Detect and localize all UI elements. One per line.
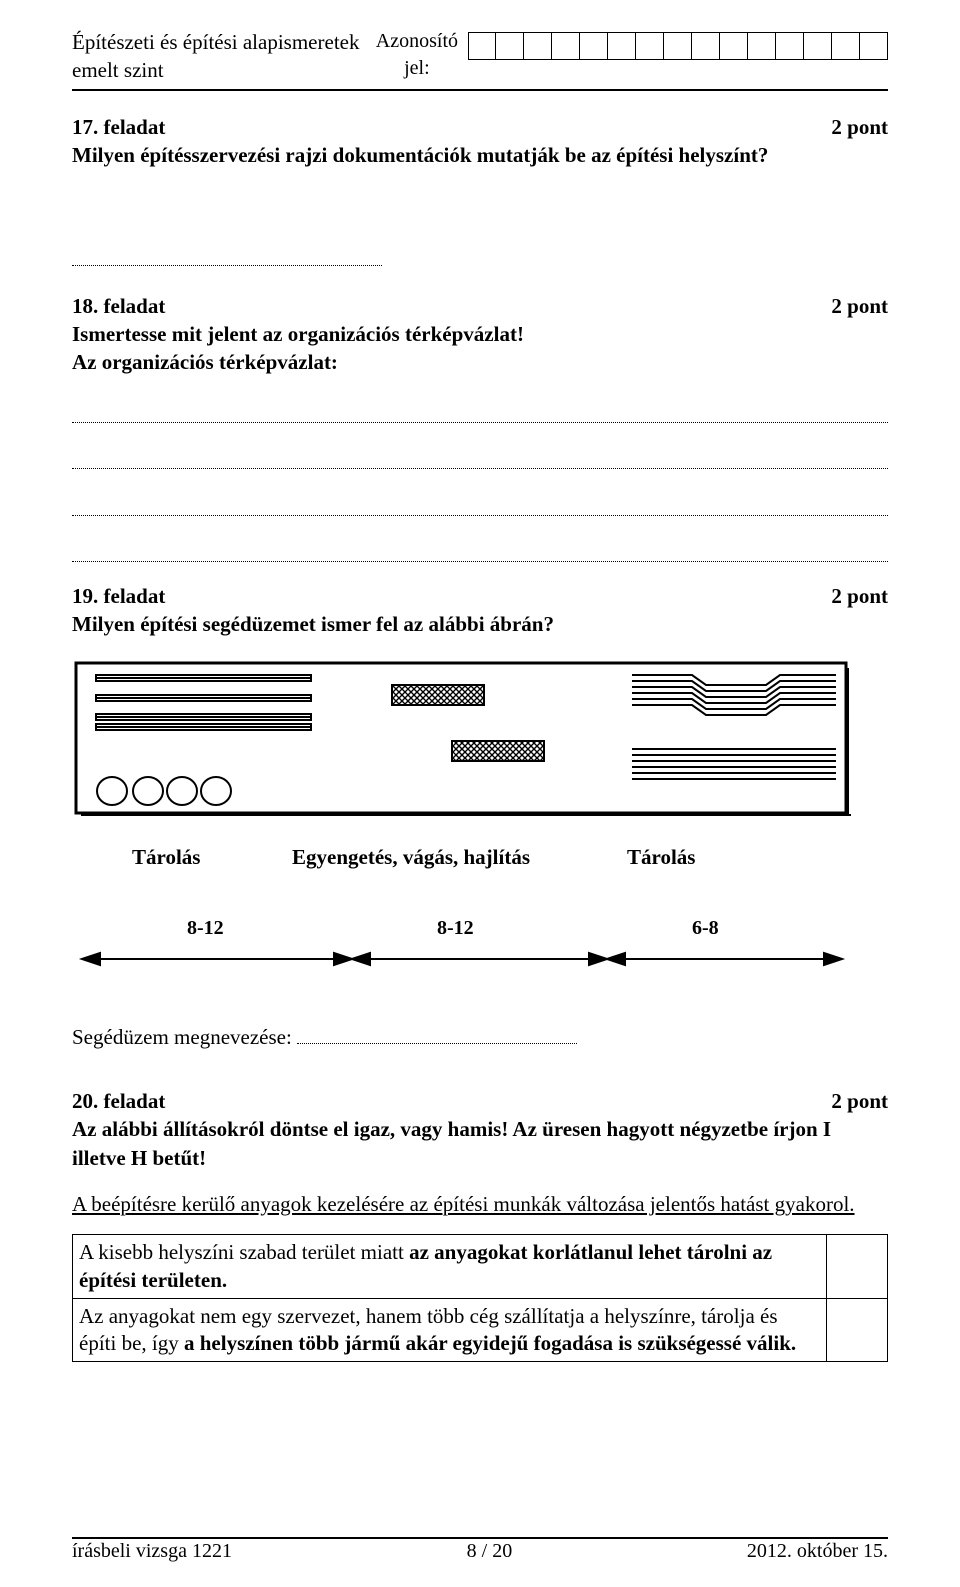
id-cell[interactable] — [776, 32, 804, 60]
task20-row2-text: Az anyagokat nem egy szervezet, hanem tö… — [73, 1298, 827, 1362]
fig-dim-1: 8-12 — [187, 917, 224, 939]
id-cell[interactable] — [804, 32, 832, 60]
task20-question: Az alábbi állításokról döntse el igaz, v… — [72, 1115, 888, 1172]
header-rule — [72, 89, 888, 91]
header-id-block: Azonosító jel: — [446, 28, 888, 82]
header-title-line2: emelt szint — [72, 56, 359, 84]
diagram-svg: Tárolás Egyengetés, vágás, hajlítás Táro… — [72, 659, 888, 999]
id-boxes — [468, 32, 888, 60]
header-title-line1: Építészeti és építési alapismeretek — [72, 28, 359, 56]
fig-caption-left: Tárolás — [132, 845, 200, 869]
task20-title-row: 20. feladat 2 pont — [72, 1087, 888, 1115]
task18-answer-lines[interactable] — [72, 395, 888, 562]
task19-answer-row[interactable]: Segédüzem megnevezése: — [72, 1023, 888, 1051]
id-cell[interactable] — [860, 32, 888, 60]
task19-title-row: 19. feladat 2 pont — [72, 582, 888, 610]
task17-answer-line[interactable] — [72, 237, 382, 265]
task17-points: 2 pont — [831, 113, 888, 141]
id-cell[interactable] — [552, 32, 580, 60]
task17-question: Milyen építésszervezési rajzi dokumentác… — [72, 141, 888, 169]
task18-points: 2 pont — [831, 292, 888, 320]
task20-caption: A beépítésre kerülő anyagok kezelésére a… — [72, 1190, 888, 1218]
id-cell[interactable] — [832, 32, 860, 60]
id-cell[interactable] — [636, 32, 664, 60]
page-header: Építészeti és építési alapismeretek emel… — [72, 28, 888, 85]
id-cell[interactable] — [692, 32, 720, 60]
task18-line2: Az organizációs térképvázlat: — [72, 348, 888, 376]
header-id-label: Azonosító jel: — [376, 28, 458, 82]
fig-dim-3: 6-8 — [692, 917, 719, 939]
id-cell[interactable] — [608, 32, 636, 60]
task20-table: A kisebb helyszíni szabad terület miatt … — [72, 1234, 888, 1362]
fig-caption-right: Tárolás — [627, 845, 695, 869]
id-cell[interactable] — [496, 32, 524, 60]
footer-mid: 8 / 20 — [467, 1538, 513, 1565]
task20-points: 2 pont — [831, 1087, 888, 1115]
task19-points: 2 pont — [831, 582, 888, 610]
task17-title: 17. feladat — [72, 113, 165, 141]
header-title: Építészeti és építési alapismeretek emel… — [72, 28, 359, 85]
page: Építészeti és építési alapismeretek emel… — [0, 0, 960, 1587]
task19-figure: Tárolás Egyengetés, vágás, hajlítás Táro… — [72, 659, 888, 999]
fig-dim-2: 8-12 — [437, 917, 474, 939]
task20-row1-box[interactable] — [827, 1235, 888, 1299]
task19-question: Milyen építési segédüzemet ismer fel az … — [72, 610, 888, 638]
task19-title: 19. feladat — [72, 582, 165, 610]
task18-line1: Ismertesse mit jelent az organizációs té… — [72, 320, 888, 348]
task18-title-row: 18. feladat 2 pont — [72, 292, 888, 320]
task17-title-row: 17. feladat 2 pont — [72, 113, 888, 141]
page-footer: írásbeli vizsga 1221 8 / 20 2012. októbe… — [72, 1538, 888, 1565]
header-id-label-line2: jel: — [404, 55, 430, 82]
header-id-label-line1: Azonosító — [376, 28, 458, 55]
table-row: Az anyagokat nem egy szervezet, hanem tö… — [73, 1298, 888, 1362]
id-cell[interactable] — [524, 32, 552, 60]
task20-row1-text: A kisebb helyszíni szabad terület miatt … — [73, 1235, 827, 1299]
id-cell[interactable] — [720, 32, 748, 60]
footer-right: 2012. október 15. — [747, 1538, 888, 1565]
id-cell[interactable] — [664, 32, 692, 60]
task18-title: 18. feladat — [72, 292, 165, 320]
fig-caption-mid: Egyengetés, vágás, hajlítás — [292, 845, 530, 869]
id-cell[interactable] — [468, 32, 496, 60]
table-row: A kisebb helyszíni szabad terület miatt … — [73, 1235, 888, 1299]
id-cell[interactable] — [580, 32, 608, 60]
footer-left: írásbeli vizsga 1221 — [72, 1538, 232, 1565]
task20-row2-box[interactable] — [827, 1298, 888, 1362]
task19-answer-label: Segédüzem megnevezése: — [72, 1025, 292, 1049]
id-cell[interactable] — [748, 32, 776, 60]
task20-title: 20. feladat — [72, 1087, 165, 1115]
